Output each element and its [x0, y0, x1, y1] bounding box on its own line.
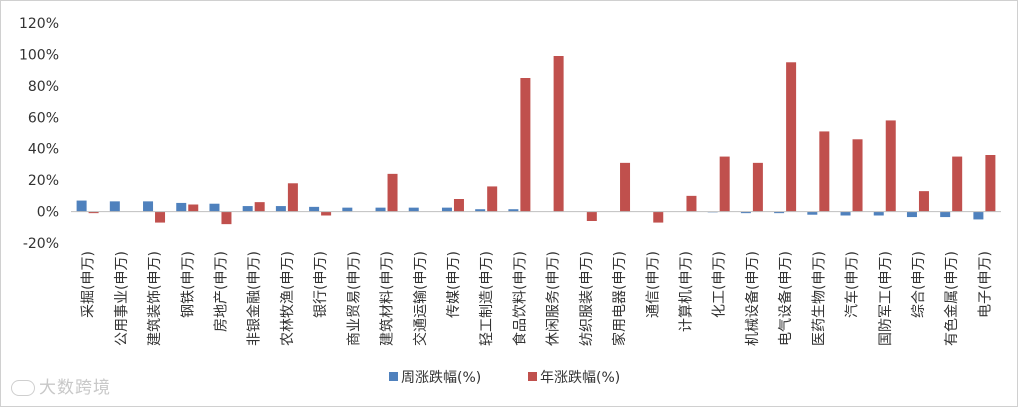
bars: [76, 56, 996, 225]
yearly-bar: [553, 56, 564, 212]
yearly-bar: [752, 162, 763, 212]
weekly-bar: [840, 211, 851, 216]
weekly-bar: [176, 202, 187, 212]
y-tick-label: 20%: [28, 173, 59, 189]
yearly-bar: [453, 199, 464, 212]
yearly-bar: [786, 62, 797, 212]
x-category-label: 银行(申万): [313, 251, 329, 318]
x-category-label: 商业贸易(申万): [346, 251, 362, 346]
x-category-label: 综合(申万): [911, 251, 927, 318]
legend-swatch: [528, 372, 537, 381]
weekly-bar: [342, 207, 353, 212]
legend: 周涨跌幅(%) 年涨跌幅(%): [389, 370, 620, 386]
weekly-bar: [906, 211, 917, 218]
x-category-label: 交通运输(申万): [412, 251, 429, 346]
weekly-bar: [76, 200, 87, 212]
x-category-label: 机械设备(申万): [744, 251, 761, 346]
yearly-bar: [88, 211, 99, 214]
yearly-bar: [254, 202, 265, 212]
x-category-label: 建筑材料(申万): [380, 251, 396, 346]
x-category-label: 食品饮料(申万): [511, 251, 528, 346]
weekly-bar: [143, 201, 154, 212]
weekly-bar: [242, 206, 253, 212]
y-tick-label: -20%: [23, 236, 59, 252]
x-category-label: 纺织服装(申万): [579, 251, 595, 346]
yearly-bar: [719, 156, 730, 212]
y-tick-label: 100%: [19, 47, 59, 63]
x-category-label: 钢铁(申万): [180, 251, 196, 318]
weekly-bar: [740, 211, 751, 214]
yearly-bar: [885, 120, 896, 212]
x-category-label: 电气设备(申万): [777, 251, 794, 346]
x-category-label: 化工(申万): [712, 251, 728, 318]
weekly-bar: [375, 207, 386, 212]
yearly-bar: [620, 162, 631, 212]
x-category-label: 计算机(申万): [678, 251, 694, 332]
weekly-bar: [209, 203, 220, 212]
weekly-bar: [508, 209, 519, 212]
y-tick-label: 120%: [19, 16, 59, 32]
x-category-label: 建筑装饰(申万): [147, 251, 163, 346]
y-tick-label: 0%: [37, 205, 59, 221]
x-category-label: 有色金属(申万): [943, 251, 960, 346]
weekly-bar: [873, 211, 884, 216]
yearly-bar: [686, 195, 697, 212]
watermark: 大数跨境: [11, 373, 111, 398]
x-category-label: 国防军工(申万): [878, 251, 894, 346]
x-category-label: 轻工制造(申万): [479, 251, 495, 346]
y-axis: 120% 100% 80% 60% 40% 20% 0% -20%: [19, 16, 59, 252]
x-category-label: 采掘(申万): [81, 251, 97, 318]
yearly-bar: [586, 211, 597, 221]
x-category-label: 家用电器(申万): [611, 251, 628, 346]
yearly-bar: [852, 139, 863, 212]
watermark-logo-icon: [11, 380, 35, 396]
y-tick-label: 60%: [28, 110, 59, 126]
weekly-bar: [475, 209, 486, 212]
legend-label: 年涨跌幅(%): [540, 370, 620, 386]
weekly-bar: [275, 206, 286, 212]
x-category-label: 医药生物(申万): [811, 251, 827, 346]
x-category-label: 电子(申万): [977, 251, 993, 318]
yearly-bar: [819, 131, 830, 212]
legend-label: 周涨跌幅(%): [401, 370, 481, 386]
weekly-bar: [309, 206, 320, 212]
yearly-bar: [155, 211, 166, 223]
weekly-bar: [940, 211, 951, 218]
weekly-bar: [441, 207, 452, 212]
x-category-label: 非银金融(申万): [247, 251, 263, 346]
x-category-label: 传媒(申万): [446, 251, 462, 318]
yearly-bar: [487, 186, 498, 212]
weekly-bar: [807, 211, 818, 215]
x-category-label: 房地产(申万): [213, 251, 229, 332]
yearly-bar: [221, 211, 232, 225]
yearly-bar: [287, 183, 298, 212]
x-category-label: 农林牧渔(申万): [280, 251, 296, 346]
yearly-bar: [985, 155, 996, 212]
weekly-bar: [774, 211, 785, 214]
x-category-label: 汽车(申万): [844, 251, 861, 318]
y-tick-label: 80%: [28, 79, 59, 95]
weekly-bar: [109, 201, 120, 212]
yearly-bar: [952, 156, 963, 212]
yearly-bar: [387, 173, 398, 212]
yearly-bar: [520, 78, 531, 212]
x-category-label: 通信(申万): [645, 251, 661, 318]
weekly-bar: [408, 207, 419, 212]
x-category-label: 休闲服务(申万): [546, 251, 562, 346]
y-tick-label: 40%: [28, 142, 59, 158]
x-axis-labels: 采掘(申万) 公用事业(申万) 建筑装饰(申万) 钢铁(申万) 房地产(申万) 非银金融(…: [81, 251, 994, 346]
weekly-bar: [973, 211, 984, 220]
yearly-bar: [188, 204, 199, 212]
watermark-text: 大数跨境: [39, 378, 111, 398]
yearly-bar: [653, 211, 664, 223]
yearly-bar: [321, 211, 332, 216]
x-category-label: 公用事业(申万): [114, 251, 130, 346]
yearly-bar: [918, 191, 929, 212]
legend-swatch: [389, 372, 398, 381]
